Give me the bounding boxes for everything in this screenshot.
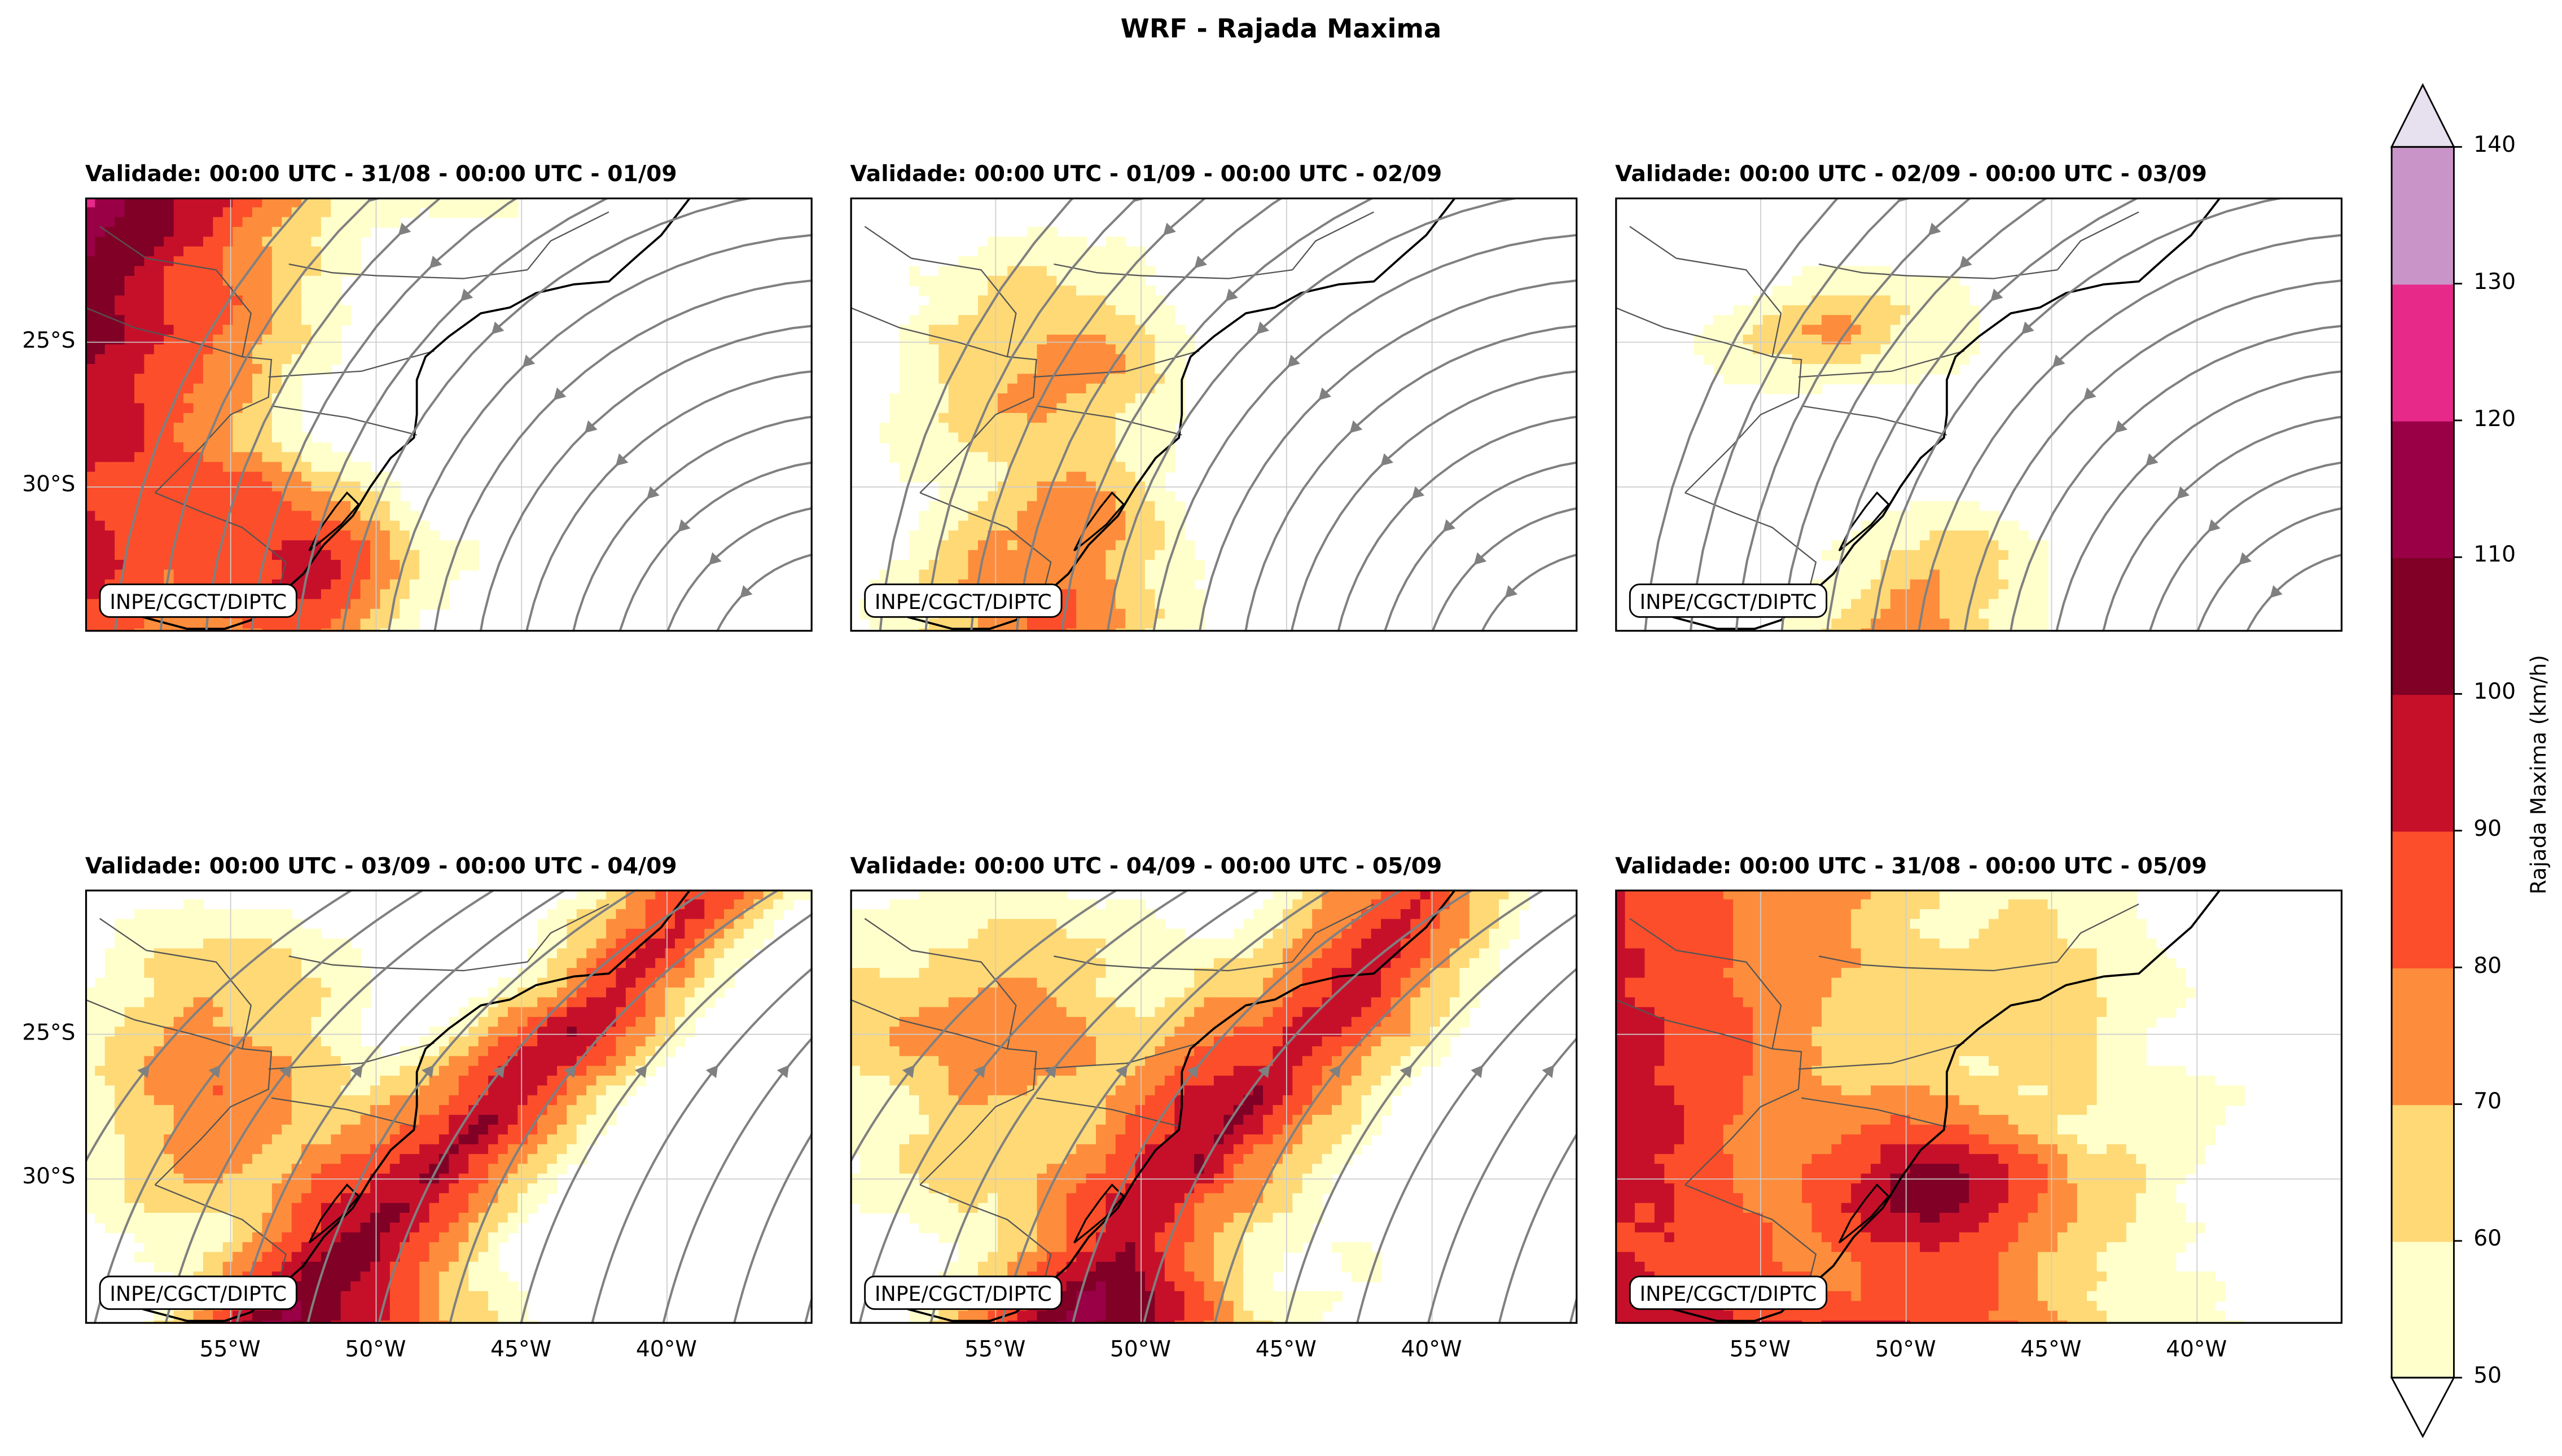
credit-text: INPE/CGCT/DIPTC xyxy=(1640,590,1817,614)
coastline xyxy=(893,889,1457,1322)
lat-tick-label: 30°S xyxy=(22,472,76,499)
map-frame xyxy=(85,889,813,1324)
lat-tick-label: 30°S xyxy=(22,1164,76,1191)
lon-tick-label: 45°W xyxy=(490,1336,552,1363)
colorbar-tick-label: 60 xyxy=(2473,1226,2502,1253)
lon-tick-label: 55°W xyxy=(199,1336,261,1363)
colorbar-segment xyxy=(2392,694,2454,832)
streamline-arrows xyxy=(1132,197,1518,598)
lagoon-outline xyxy=(308,491,360,551)
credit-label: INPE/CGCT/DIPTC xyxy=(1629,584,1828,618)
colorbar-tick-label: 110 xyxy=(2473,542,2516,569)
lon-tick-label: 45°W xyxy=(1255,1336,1317,1363)
colorbar-tick-label: 100 xyxy=(2473,679,2516,705)
map-frame xyxy=(1615,889,2343,1324)
map-frame xyxy=(85,197,813,632)
lagoon-outline xyxy=(1838,1183,1890,1244)
lon-tick-label: 40°W xyxy=(1401,1336,1462,1363)
lon-tick-label: 40°W xyxy=(635,1336,697,1363)
colorbar-segment xyxy=(2392,420,2454,559)
lon-tick-label: 50°W xyxy=(345,1336,406,1363)
credit-text: INPE/CGCT/DIPTC xyxy=(875,590,1052,614)
map-panel-1: INPE/CGCT/DIPTC xyxy=(85,197,813,632)
political-borders xyxy=(85,211,609,598)
colorbar-tick-label: 120 xyxy=(2473,405,2516,432)
map-frame xyxy=(850,197,1578,632)
colorbar-segment xyxy=(2392,1104,2454,1242)
streamline-arrows xyxy=(367,197,753,598)
colorbar-extend-over xyxy=(2390,83,2455,148)
lagoon-outline xyxy=(1838,491,1890,551)
political-borders xyxy=(1615,903,2139,1290)
credit-label: INPE/CGCT/DIPTC xyxy=(864,1275,1063,1310)
credit-label: INPE/CGCT/DIPTC xyxy=(1629,1275,1828,1310)
figure-title: WRF - Rajada Maxima xyxy=(1120,13,1442,45)
streamline-arrows xyxy=(137,1065,789,1078)
credit-label: INPE/CGCT/DIPTC xyxy=(864,584,1063,618)
credit-label: INPE/CGCT/DIPTC xyxy=(99,584,297,618)
lagoon-outline xyxy=(1073,1183,1125,1244)
coastline xyxy=(128,197,691,630)
panel-title-5: Validade: 00:00 UTC - 04/09 - 00:00 UTC … xyxy=(850,853,1442,880)
panel-title-4: Validade: 00:00 UTC - 03/09 - 00:00 UTC … xyxy=(85,853,677,880)
panel-title-6: Validade: 00:00 UTC - 31/08 - 00:00 UTC … xyxy=(1615,853,2207,880)
panel-title-2: Validade: 00:00 UTC - 01/09 - 00:00 UTC … xyxy=(850,161,1442,188)
credit-text: INPE/CGCT/DIPTC xyxy=(109,590,287,614)
lon-tick-label: 45°W xyxy=(2020,1336,2082,1363)
credit-label: INPE/CGCT/DIPTC xyxy=(99,1275,297,1310)
lon-tick-label: 50°W xyxy=(1109,1336,1172,1363)
colorbar-segment xyxy=(2392,830,2454,968)
colorbar-tick-label: 90 xyxy=(2473,815,2502,843)
colorbar-segment xyxy=(2392,283,2454,422)
map-frame xyxy=(850,889,1578,1324)
credit-text: INPE/CGCT/DIPTC xyxy=(1640,1282,1817,1306)
graticule xyxy=(1615,197,2343,632)
map-panel-6: INPE/CGCT/DIPTC xyxy=(1615,889,2343,1324)
map-frame xyxy=(1615,197,2343,632)
colorbar-graphic xyxy=(2390,83,2462,1439)
coastline xyxy=(893,197,1457,630)
graticule xyxy=(850,889,1578,1324)
map-panel-3: INPE/CGCT/DIPTC xyxy=(1615,197,2343,632)
political-borders xyxy=(850,903,1375,1290)
panel-title-3: Validade: 00:00 UTC - 02/09 - 00:00 UTC … xyxy=(1615,161,2207,188)
coastline xyxy=(1658,889,2221,1322)
colorbar-tick-label: 80 xyxy=(2473,953,2502,979)
lon-tick-label: 55°W xyxy=(1729,1336,1791,1363)
map-panel-5: INPE/CGCT/DIPTC xyxy=(850,889,1578,1324)
streamlines xyxy=(879,197,1578,632)
streamline-arrows xyxy=(902,1065,1554,1078)
lat-tick-label: 25°S xyxy=(22,1019,76,1046)
graticule xyxy=(85,197,813,632)
coastline xyxy=(1658,197,2221,630)
coastline xyxy=(128,889,691,1322)
credit-text: INPE/CGCT/DIPTC xyxy=(875,1282,1052,1306)
lon-tick-label: 50°W xyxy=(1875,1336,1936,1363)
colorbar-segment xyxy=(2392,557,2454,695)
streamline-arrows xyxy=(1897,197,2283,598)
lon-tick-label: 55°W xyxy=(964,1336,1026,1363)
colorbar-tick-label: 130 xyxy=(2473,269,2516,295)
panel-title-1: Validade: 00:00 UTC - 31/08 - 00:00 UTC … xyxy=(85,161,677,188)
lat-tick-label: 25°S xyxy=(22,327,76,354)
credit-text: INPE/CGCT/DIPTC xyxy=(109,1282,287,1306)
lon-tick-label: 40°W xyxy=(2166,1336,2227,1363)
colorbar-tick-label: 50 xyxy=(2473,1363,2502,1389)
streamlines xyxy=(85,889,813,1324)
colorbar-tick-label: 70 xyxy=(2473,1089,2502,1116)
colorbar-tick-label: 140 xyxy=(2473,132,2516,159)
colorbar-title: Rajada Maxima (km/h) xyxy=(2528,655,2552,895)
colorbar-frame xyxy=(2390,146,2455,1379)
map-panel-4: INPE/CGCT/DIPTC xyxy=(85,889,813,1324)
colorbar-segment xyxy=(2392,967,2454,1106)
lagoon-outline xyxy=(308,1183,360,1244)
political-borders xyxy=(1615,211,2139,598)
colorbar-extend-under xyxy=(2390,1376,2455,1439)
gust-field xyxy=(1615,889,2245,1324)
map-panel-2: INPE/CGCT/DIPTC xyxy=(850,197,1578,632)
lagoon-outline xyxy=(1073,491,1125,551)
colorbar-segment xyxy=(2392,1240,2454,1379)
colorbar-segment xyxy=(2392,147,2454,285)
